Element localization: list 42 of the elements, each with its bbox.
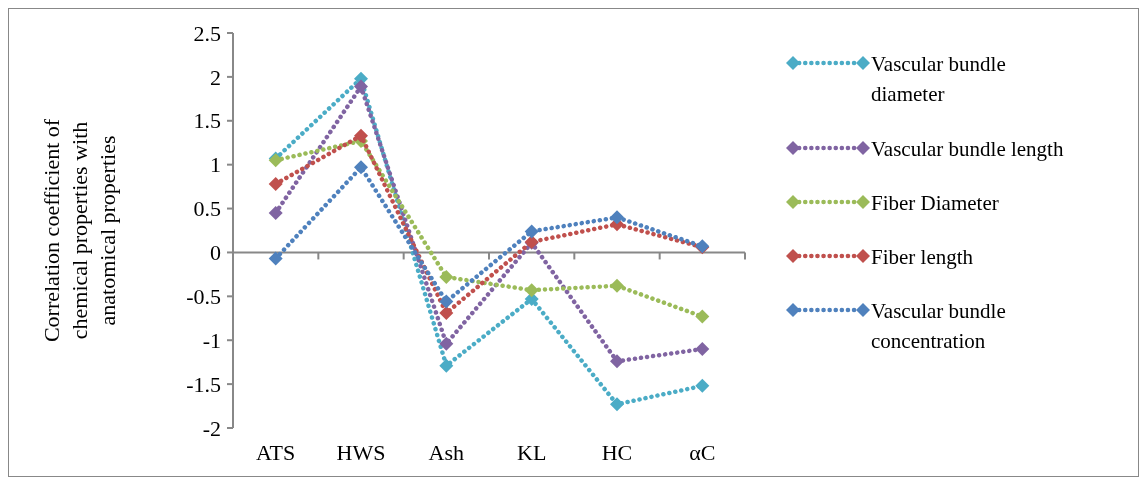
y-tick-label: -2 [202, 415, 221, 441]
point [268, 205, 283, 220]
y-tick-label: -1 [202, 327, 221, 353]
point [695, 309, 710, 324]
x-tick-label: HWS [336, 440, 386, 465]
y-tick-label: -0.5 [186, 284, 221, 310]
point [439, 336, 454, 351]
legend-label: Vascular bundle diameter [871, 52, 1006, 106]
point [610, 354, 624, 369]
y-tick-label: -1.5 [186, 371, 221, 397]
legend-label: Vascular bundle concentration [871, 299, 1006, 353]
point [439, 358, 454, 373]
legend-label: Fiber Diameter [871, 191, 999, 215]
x-tick-label: ATS [256, 440, 296, 465]
point [268, 176, 283, 191]
point [610, 278, 624, 293]
point [695, 342, 710, 356]
y-tick-label: 0.5 [193, 196, 221, 222]
x-tick-label: HC [601, 440, 633, 465]
point [354, 160, 368, 175]
legend-label: Vascular bundle length [871, 137, 1064, 161]
y-tick-label: 1 [210, 152, 221, 178]
point [524, 283, 539, 298]
point [354, 128, 368, 143]
legend-label: Fiber length [871, 245, 974, 269]
y-tick-label: 2.5 [193, 20, 221, 46]
point [439, 294, 454, 309]
x-tick-label: KL [517, 440, 547, 465]
point [610, 210, 624, 225]
y-tick-label: 1.5 [193, 108, 221, 134]
point [439, 306, 454, 321]
point [610, 397, 624, 412]
point [524, 224, 539, 239]
point [439, 270, 454, 285]
y-tick-label: 2 [210, 64, 221, 90]
y-axis-title: Correlation coefficient of chemical properties with anatomical properties [39, 118, 120, 343]
y-tick-label: 0 [210, 240, 221, 266]
x-tick-label: Ash [428, 440, 465, 465]
point [354, 79, 368, 94]
point [268, 251, 283, 266]
x-tick-label: αC [689, 440, 716, 465]
point [695, 378, 710, 393]
